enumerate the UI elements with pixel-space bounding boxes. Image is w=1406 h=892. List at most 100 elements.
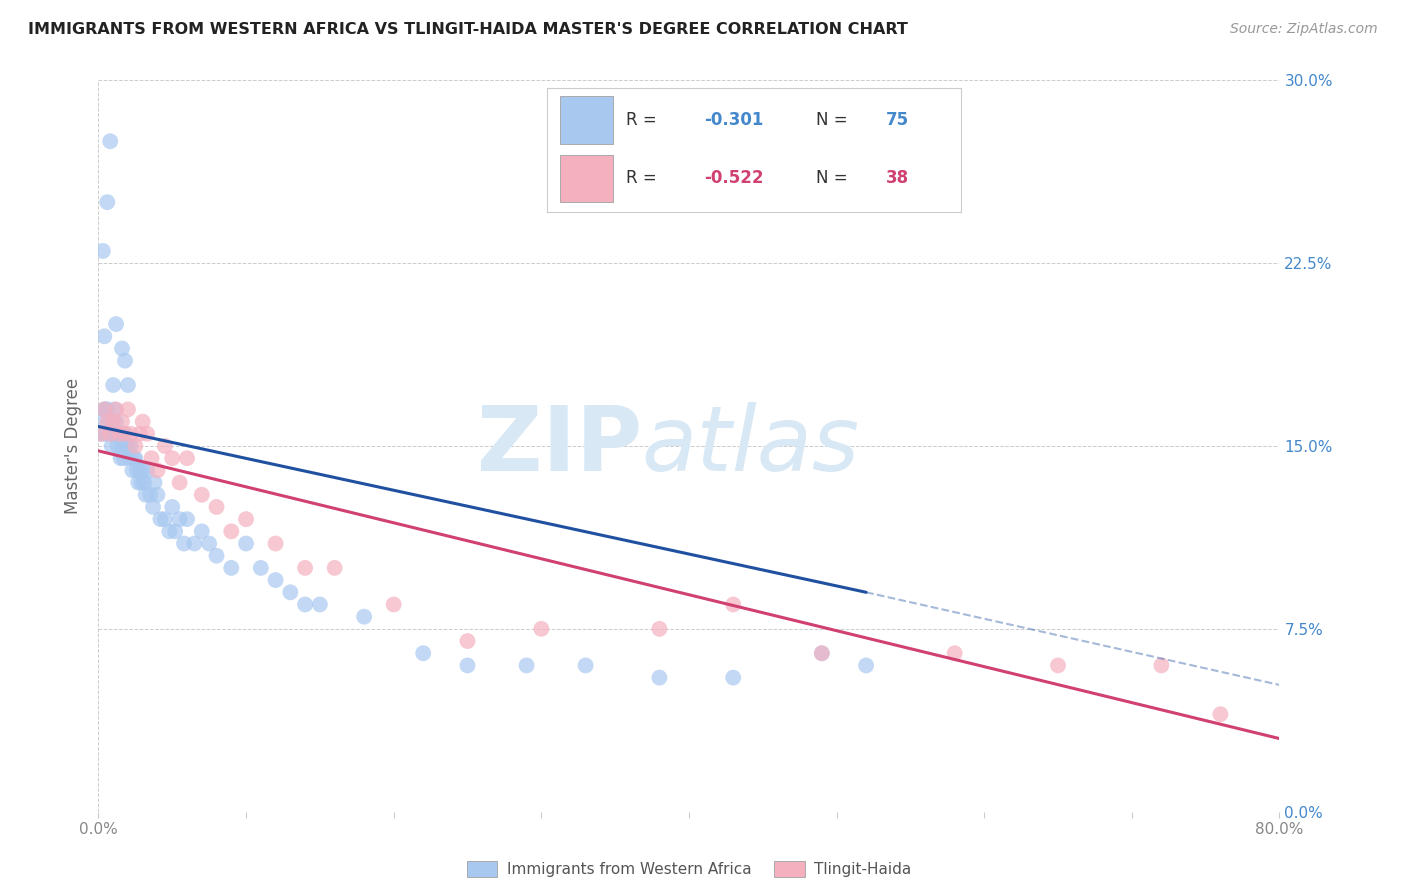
Point bbox=[855, 658, 877, 673]
Point bbox=[162, 451, 183, 466]
Point bbox=[129, 475, 152, 490]
Point bbox=[118, 451, 141, 466]
Point bbox=[146, 463, 169, 477]
Point bbox=[648, 671, 671, 685]
Point bbox=[456, 658, 478, 673]
Point bbox=[111, 342, 134, 356]
Point bbox=[105, 317, 128, 331]
Point bbox=[125, 463, 148, 477]
Point bbox=[162, 500, 183, 514]
Point bbox=[141, 451, 163, 466]
Text: IMMIGRANTS FROM WESTERN AFRICA VS TLINGIT-HAIDA MASTER'S DEGREE CORRELATION CHAR: IMMIGRANTS FROM WESTERN AFRICA VS TLINGI… bbox=[28, 22, 908, 37]
Point bbox=[108, 426, 131, 441]
Point bbox=[235, 512, 257, 526]
Point bbox=[648, 622, 671, 636]
Point bbox=[128, 463, 150, 477]
Point bbox=[323, 561, 346, 575]
Point bbox=[176, 512, 198, 526]
Point bbox=[136, 426, 159, 441]
Point bbox=[97, 415, 120, 429]
Point bbox=[205, 549, 228, 563]
Point bbox=[382, 598, 405, 612]
Point bbox=[149, 512, 172, 526]
Point bbox=[120, 426, 142, 441]
Point bbox=[110, 426, 132, 441]
Point bbox=[135, 488, 157, 502]
Point bbox=[723, 598, 745, 612]
Point bbox=[134, 475, 156, 490]
Point bbox=[169, 512, 191, 526]
Point bbox=[98, 134, 121, 148]
Point bbox=[117, 439, 139, 453]
Point bbox=[103, 426, 125, 441]
Point bbox=[723, 671, 745, 685]
Point bbox=[943, 646, 966, 660]
Point bbox=[114, 353, 136, 368]
Point bbox=[1209, 707, 1232, 722]
Point bbox=[294, 598, 316, 612]
Text: ZIP: ZIP bbox=[477, 402, 641, 490]
Point bbox=[132, 463, 155, 477]
Point bbox=[103, 415, 125, 429]
Point bbox=[142, 500, 165, 514]
Point bbox=[143, 475, 166, 490]
Point bbox=[90, 426, 112, 441]
Point bbox=[100, 439, 122, 453]
Point bbox=[111, 415, 134, 429]
Point bbox=[264, 536, 287, 550]
Point bbox=[294, 561, 316, 575]
Point bbox=[94, 402, 117, 417]
Point bbox=[128, 426, 150, 441]
Point bbox=[121, 463, 143, 477]
Point bbox=[1046, 658, 1069, 673]
Point bbox=[250, 561, 273, 575]
Point bbox=[110, 451, 132, 466]
Point bbox=[114, 426, 136, 441]
Point bbox=[90, 426, 112, 441]
Point bbox=[157, 524, 180, 539]
Point bbox=[309, 598, 332, 612]
Point bbox=[112, 451, 135, 466]
Point bbox=[105, 415, 128, 429]
Point bbox=[456, 634, 478, 648]
Point bbox=[153, 439, 176, 453]
Point bbox=[122, 451, 145, 466]
Point bbox=[103, 378, 125, 392]
Point bbox=[264, 573, 287, 587]
Point bbox=[176, 451, 198, 466]
Point bbox=[219, 524, 242, 539]
Point bbox=[412, 646, 434, 660]
Point bbox=[810, 646, 832, 660]
Point bbox=[115, 439, 138, 453]
Point bbox=[219, 561, 242, 575]
Point bbox=[96, 415, 118, 429]
Point bbox=[132, 415, 155, 429]
Point bbox=[120, 439, 142, 453]
Point bbox=[93, 402, 115, 417]
Point bbox=[353, 609, 375, 624]
Text: Source: ZipAtlas.com: Source: ZipAtlas.com bbox=[1230, 22, 1378, 37]
Point bbox=[108, 426, 131, 441]
Point bbox=[165, 524, 187, 539]
Point bbox=[146, 488, 169, 502]
Point bbox=[183, 536, 205, 550]
Point bbox=[114, 426, 136, 441]
Point bbox=[93, 402, 115, 417]
Point bbox=[1150, 658, 1173, 673]
Legend: Immigrants from Western Africa, Tlingit-Haida: Immigrants from Western Africa, Tlingit-… bbox=[460, 854, 918, 885]
Point bbox=[96, 195, 118, 210]
Point bbox=[105, 402, 128, 417]
Point bbox=[127, 475, 149, 490]
Point bbox=[153, 512, 176, 526]
Text: atlas: atlas bbox=[641, 402, 859, 490]
Point bbox=[139, 488, 162, 502]
Point bbox=[91, 244, 114, 258]
Point bbox=[96, 402, 118, 417]
Point bbox=[117, 402, 139, 417]
Point bbox=[810, 646, 832, 660]
Point bbox=[169, 475, 191, 490]
Point bbox=[235, 536, 257, 550]
Point bbox=[98, 426, 121, 441]
Point bbox=[530, 622, 553, 636]
Point bbox=[111, 439, 134, 453]
